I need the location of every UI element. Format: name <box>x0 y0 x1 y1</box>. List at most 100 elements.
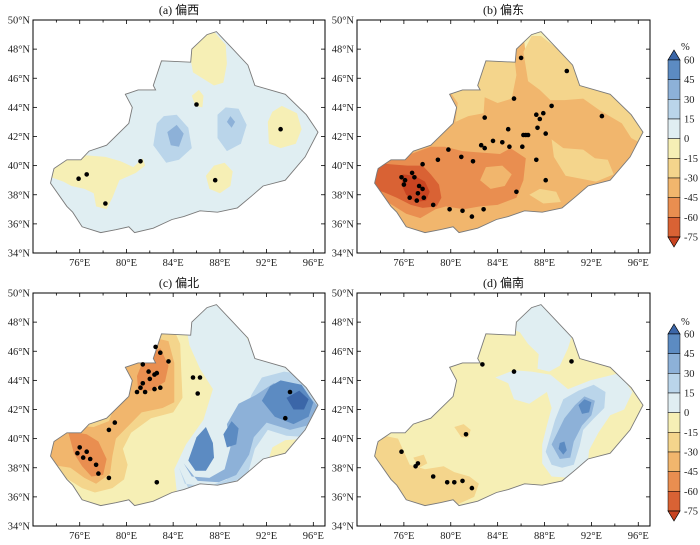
colorbar-label: -45 <box>684 193 698 204</box>
colorbar-extend-bottom <box>667 510 681 522</box>
station-dot <box>430 202 436 208</box>
contour-region <box>558 441 567 455</box>
station-dot <box>190 375 196 380</box>
panel-title: (b) 偏东 <box>483 2 524 17</box>
lat-tick-label: 50°N <box>332 289 355 300</box>
station-dot <box>421 195 427 200</box>
colorbar-band <box>667 158 681 179</box>
station-dot <box>500 140 505 145</box>
lat-tick-label: 38°N <box>8 463 31 474</box>
colorbar-band <box>667 333 681 354</box>
lat-tick-label: 40°N <box>8 161 31 172</box>
station-dot <box>93 462 99 468</box>
station-dot <box>138 159 143 164</box>
station-dot <box>158 385 163 391</box>
colorbar-band <box>667 177 681 198</box>
colorbar-band <box>667 59 681 80</box>
lat-tick-label: 36°N <box>8 492 31 503</box>
station-dot <box>147 376 153 382</box>
lat-tick-label: 48°N <box>8 45 31 56</box>
station-dot <box>402 177 408 183</box>
contour-region <box>167 124 184 147</box>
station-dot <box>84 449 89 455</box>
colorbar-band <box>667 392 681 413</box>
lon-tick-label: 76°E <box>69 531 90 542</box>
colorbar-label: 15 <box>684 389 695 400</box>
lon-tick-label: 80°E <box>440 531 461 542</box>
colorbar-label: 45 <box>684 75 695 86</box>
map-panel-4: 50°N 48°N 46°N 44°N 42°N 40°N 38°N 36°N 34°N 76°E… <box>332 275 651 542</box>
station-dot <box>470 159 476 164</box>
station-dot <box>399 449 404 455</box>
station-dot <box>460 478 465 484</box>
lat-tick-label: 42°N <box>8 132 31 143</box>
station-dot <box>194 102 199 107</box>
station-dot <box>166 359 171 364</box>
station-dot <box>415 191 421 196</box>
lon-tick-label: 76°E <box>393 531 414 542</box>
station-dot <box>212 177 218 183</box>
lat-tick-label: 44°N <box>8 376 31 387</box>
colorbar-extend-top <box>667 49 681 61</box>
station-dot <box>490 138 496 144</box>
station-dot <box>444 480 450 485</box>
colorbar-label: 0 <box>684 134 689 145</box>
map-panel-2: 50°N 48°N 46°N 44°N 42°N 40°N 38°N 36°N 34°N 76°E… <box>332 2 651 269</box>
station-dot <box>154 480 160 485</box>
lat-tick-label: 40°N <box>8 434 31 445</box>
contour-region <box>223 421 239 448</box>
colorbar-band <box>667 118 681 139</box>
colorbar-extend-bottom <box>667 236 681 248</box>
station-dot <box>420 186 425 192</box>
colorbar-band <box>667 491 681 512</box>
contour-region <box>267 105 302 149</box>
colorbar-label: 30 <box>684 369 695 380</box>
station-dot <box>452 480 457 485</box>
station-dot <box>478 142 484 148</box>
station-dot <box>84 172 89 177</box>
colorbar-extend-top <box>667 323 681 335</box>
station-dot <box>75 450 80 456</box>
station-dot <box>447 207 452 212</box>
colorbar-band <box>667 373 681 394</box>
station-dot <box>537 116 543 122</box>
station-dot <box>407 195 413 200</box>
colorbar-label: -60 <box>684 213 698 224</box>
lon-tick-label: 76°E <box>393 258 414 269</box>
colorbar-band <box>667 217 681 238</box>
station-dot <box>283 415 288 421</box>
lon-tick-label: 92°E <box>256 531 277 542</box>
region-outline <box>374 304 644 507</box>
contour-region <box>480 165 512 189</box>
station-dot <box>446 147 451 152</box>
colorbar-label: 45 <box>684 349 695 360</box>
contour-region <box>188 427 214 471</box>
colorbar-unit: % <box>681 42 690 53</box>
lat-tick-label: 44°N <box>332 103 355 114</box>
map-panel-3: 50°N 48°N 46°N 44°N 42°N 40°N 38°N 36°N 34°N 76°E… <box>8 275 326 542</box>
colorbar-band <box>667 432 681 453</box>
lat-tick-label: 50°N <box>332 16 355 27</box>
lon-tick-label: 84°E <box>163 531 184 542</box>
lat-tick-label: 38°N <box>8 190 31 201</box>
region-outline <box>50 31 319 234</box>
station-dot <box>414 198 420 203</box>
station-dot <box>76 176 81 181</box>
station-dot <box>534 112 539 117</box>
station-dot <box>412 175 417 180</box>
station-dot <box>278 126 283 132</box>
colorbar-unit: % <box>681 317 690 328</box>
contour-region <box>374 143 526 219</box>
station-dot <box>409 170 415 176</box>
contour-region <box>286 390 309 410</box>
colorbar-label: 15 <box>684 115 695 126</box>
colorbar-label: -30 <box>684 448 698 459</box>
station-dot <box>469 214 475 219</box>
lon-tick-label: 80°E <box>116 531 137 542</box>
station-dot <box>416 183 422 189</box>
contour-region <box>261 380 314 425</box>
lon-tick-label: 96°E <box>628 531 649 542</box>
station-dot <box>401 182 407 187</box>
lat-tick-label: 38°N <box>332 190 355 201</box>
station-dot <box>543 131 548 136</box>
